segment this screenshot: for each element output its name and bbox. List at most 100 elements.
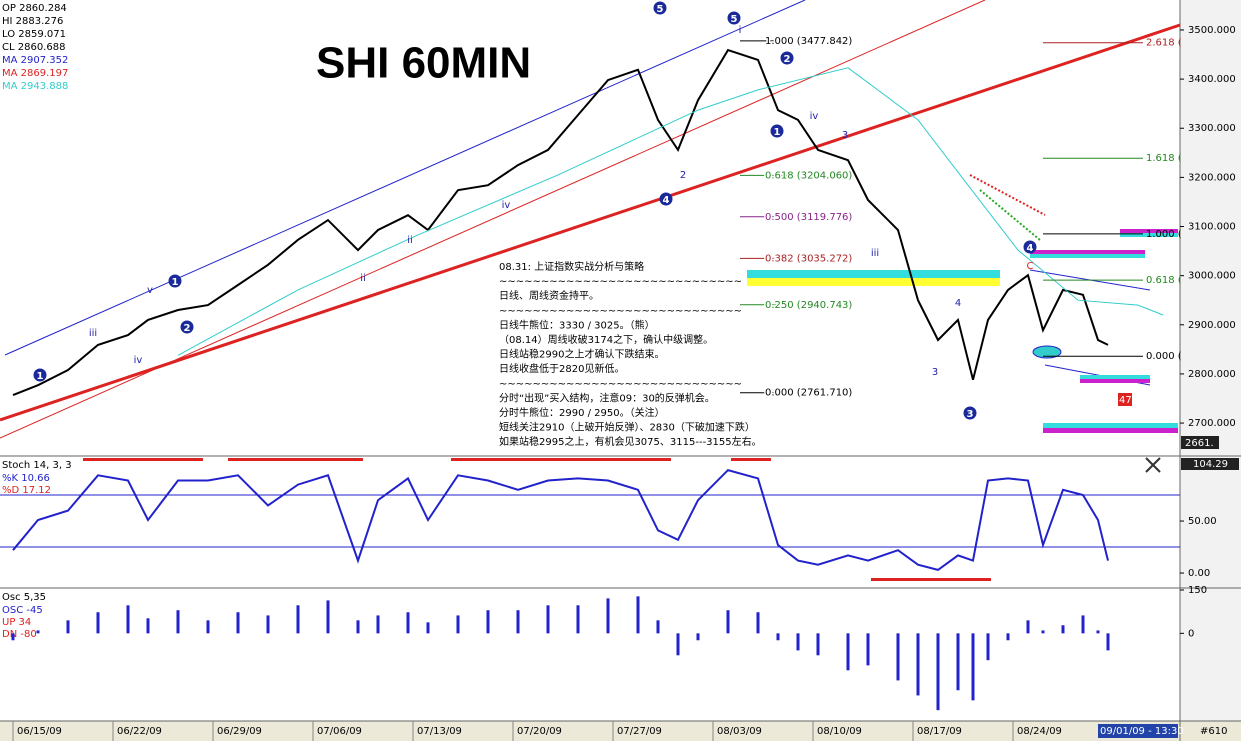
highlight-bar <box>451 458 671 461</box>
readout: HI 2883.276 <box>2 16 63 27</box>
wave-label: i <box>739 25 742 36</box>
band <box>747 278 1000 286</box>
date-axis-bg <box>0 721 1241 741</box>
readout: CL 2860.688 <box>2 42 65 53</box>
osc-bar <box>816 633 820 656</box>
wave-marker <box>780 51 794 65</box>
y-tick-label: 2800.000 <box>1188 369 1236 380</box>
fib-label: 0.250 (2940.743) <box>765 300 852 311</box>
dotted-ma <box>979 189 1041 241</box>
last-price: 2661. <box>1185 438 1214 449</box>
osc-bar <box>756 612 760 634</box>
wave-label: 4 <box>955 298 961 309</box>
wave-label: iii <box>871 248 879 259</box>
pti-box <box>1118 393 1132 406</box>
close-icon[interactable] <box>1145 457 1161 473</box>
commentary-line: ~~~~~~~~~~~~~~~~~~~~~~~~~~~~~ <box>499 379 742 390</box>
osc-bar <box>1106 633 1110 651</box>
indicator-title: Stoch 14, 3, 3 <box>2 460 72 471</box>
osc-bar <box>636 596 640 634</box>
osc-bar <box>266 615 270 634</box>
commentary-line: ~~~~~~~~~~~~~~~~~~~~~~~~~~~~~ <box>499 277 742 288</box>
commentary-line: 08.31: 上证指数实战分析与策略 <box>499 260 644 273</box>
highlight-bar <box>731 458 771 461</box>
osc-bar <box>1061 625 1065 634</box>
commentary-line: ~~~~~~~~~~~~~~~~~~~~~~~~~~~~~ <box>499 306 742 317</box>
osc-bar <box>486 610 490 634</box>
wave-label: 2 <box>784 54 791 65</box>
x-tick-label: 08/17/09 <box>917 726 962 737</box>
osc-bar <box>546 605 550 634</box>
fib-label: 0.000 (2761.710) <box>765 388 852 399</box>
wave-label: 2 <box>680 170 686 181</box>
osc-bar <box>986 633 990 661</box>
wave-marker <box>33 368 47 382</box>
osc-bar <box>296 605 300 634</box>
band <box>1030 254 1145 258</box>
marker <box>1032 345 1062 359</box>
wave-label: 3 <box>967 409 974 420</box>
commentary-line: 分时牛熊位：2990 / 2950。（关注） <box>499 406 665 419</box>
y-tick-label: 150 <box>1188 585 1207 596</box>
band <box>1080 379 1150 383</box>
commentary-line: 日线、周线资金持平。 <box>499 289 599 302</box>
osc-bar <box>36 630 40 634</box>
osc-bar <box>66 620 70 634</box>
highlight-bar <box>228 458 363 461</box>
indicator-readout: %K 10.66 <box>2 473 50 484</box>
wave-label: 1 <box>774 127 781 138</box>
osc-bar <box>516 610 520 634</box>
fib-label: 2.618 ( <box>1146 38 1182 49</box>
right-axis-bg <box>1180 0 1241 741</box>
wave-marker <box>180 320 194 334</box>
osc-bar <box>11 633 15 641</box>
x-tick-label: 08/10/09 <box>817 726 862 737</box>
wave-label: 5 <box>657 4 664 15</box>
channel-line <box>4 0 806 356</box>
osc-bar <box>1096 630 1100 634</box>
x-tick-label: 07/27/09 <box>617 726 662 737</box>
x-tick-label: 07/20/09 <box>517 726 562 737</box>
y-tick-label: 3200.000 <box>1188 172 1236 183</box>
fib-label: 0.382 (3035.272) <box>765 253 852 264</box>
osc-bar <box>326 600 330 634</box>
readout: LO 2859.071 <box>2 29 66 40</box>
timestamp: 09/01/09 - 13:30 <box>1100 726 1184 737</box>
x-tick-label: 07/13/09 <box>417 726 462 737</box>
stoch-top-box <box>1181 458 1239 470</box>
stoch-top-label: 104.29 <box>1193 459 1228 470</box>
wave-marker <box>168 274 182 288</box>
osc-bar <box>796 633 800 651</box>
indicator-title: Osc 5,35 <box>2 592 46 603</box>
commentary-line: 日线收盘低于2820见新低。 <box>499 362 624 375</box>
wave-label: 4 <box>663 195 670 206</box>
osc-bar <box>606 598 610 634</box>
fib-label: 0.500 (3119.776) <box>765 212 852 223</box>
fib-label: 0.618 (3204.060) <box>765 170 852 181</box>
wave-label: 1 <box>172 277 179 288</box>
highlight-bar <box>83 458 203 461</box>
x-tick-label: 06/29/09 <box>217 726 262 737</box>
wave-label: iii <box>89 328 97 339</box>
readout: MA 2869.197 <box>2 68 68 79</box>
wave-marker <box>653 1 667 15</box>
band <box>1120 233 1178 237</box>
band <box>747 270 1000 278</box>
y-tick-label: 3400.000 <box>1188 74 1236 85</box>
wave-marker <box>727 11 741 25</box>
x-tick-label: 06/22/09 <box>117 726 162 737</box>
fib-label: 0.618 ( <box>1146 275 1182 286</box>
wave-label: ii <box>407 235 413 246</box>
commentary-line: 如果站稳2995之上，有机会见3075、3115---3155左右。 <box>499 435 762 448</box>
price-line <box>12 48 1109 397</box>
x-tick-label: 08/24/09 <box>1017 726 1062 737</box>
y-tick-label: 0.00 <box>1188 568 1210 579</box>
commentary-line: 短线关注2910（上破开始反弹）、2830（下破加速下跌） <box>499 421 755 434</box>
indicator-readout: OSC -45 <box>2 605 43 616</box>
y-tick-label: 3100.000 <box>1188 222 1236 233</box>
osc-bar <box>456 615 460 634</box>
commentary-line: 日线站稳2990之上才确认下跌结束。 <box>499 348 664 361</box>
osc-bar <box>206 620 210 634</box>
